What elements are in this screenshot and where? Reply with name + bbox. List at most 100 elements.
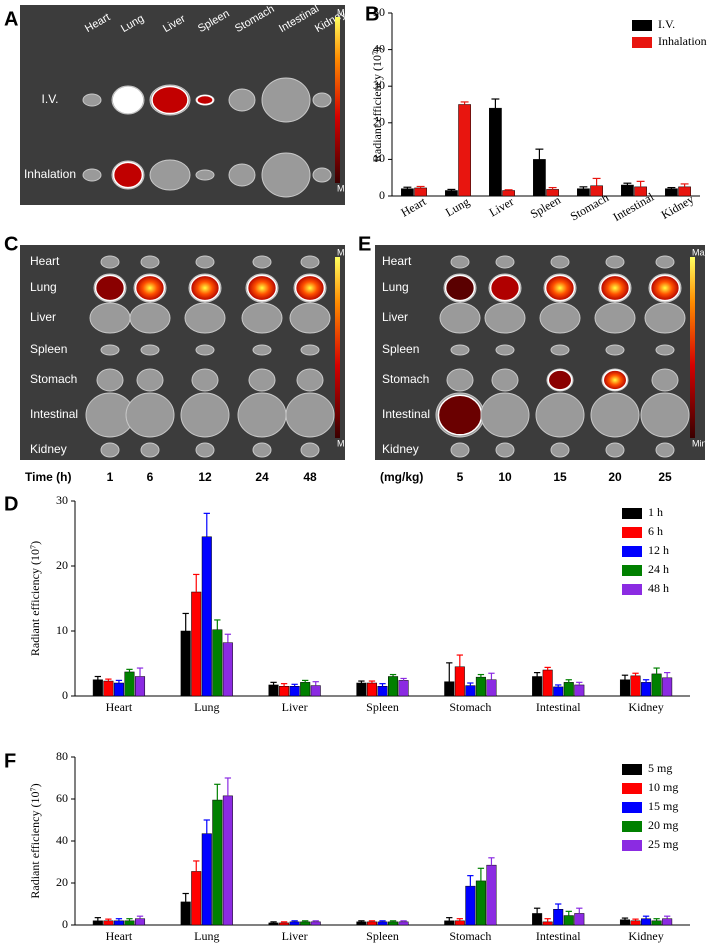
bar xyxy=(641,918,652,926)
legend-label: I.V. xyxy=(658,17,675,31)
error-bar xyxy=(291,920,298,922)
x-tick-label: Liver xyxy=(487,194,517,219)
error-bar xyxy=(115,679,123,683)
error-bar xyxy=(203,819,210,834)
bar xyxy=(113,920,124,926)
organ xyxy=(640,392,690,438)
error-bar xyxy=(368,920,376,922)
bar xyxy=(542,921,553,926)
bar xyxy=(486,679,497,697)
bar xyxy=(458,104,471,197)
signal xyxy=(246,274,278,302)
y-tick-label: 60 xyxy=(56,791,68,805)
x-tick-label: Stomach xyxy=(449,929,491,943)
error-bar xyxy=(379,683,386,687)
organ xyxy=(439,302,481,334)
organ xyxy=(82,168,102,182)
error-bar xyxy=(389,920,397,922)
bar xyxy=(279,686,290,697)
bar xyxy=(574,684,585,697)
legend-swatch xyxy=(632,20,652,31)
error-bar xyxy=(623,182,632,186)
bar xyxy=(574,913,585,926)
organ xyxy=(261,152,311,198)
error-bar xyxy=(224,633,232,643)
error-bar xyxy=(544,666,551,670)
error-bar xyxy=(368,680,376,683)
error-bar xyxy=(467,682,474,686)
organ xyxy=(289,302,331,334)
bar xyxy=(651,920,662,926)
x-tick-label: Spleen xyxy=(366,929,399,943)
organ xyxy=(195,442,215,458)
organ xyxy=(300,442,320,458)
column-label: 20 xyxy=(608,470,622,484)
bar xyxy=(134,676,146,697)
error-bar xyxy=(535,148,544,160)
column-label: 5 xyxy=(457,470,464,484)
legend-swatch xyxy=(622,527,642,538)
error-bar xyxy=(642,915,650,919)
legend-label: 1 h xyxy=(648,505,663,519)
y-tick-label: 20 xyxy=(56,558,68,572)
bar xyxy=(124,920,135,926)
bar xyxy=(92,679,103,697)
x-tick-label: Lung xyxy=(194,700,219,714)
bar xyxy=(310,921,321,926)
error-bar xyxy=(477,867,485,881)
organ xyxy=(495,442,515,458)
legend-swatch xyxy=(622,821,642,832)
row-label: Lung xyxy=(30,280,57,294)
organ xyxy=(140,344,160,356)
organ xyxy=(480,392,530,438)
signal xyxy=(544,274,576,302)
legend-label: Inhalation xyxy=(658,34,707,48)
organ xyxy=(651,368,679,392)
x-tick-label: Intestinal xyxy=(536,929,581,943)
bar xyxy=(621,184,634,197)
column-label: 1 xyxy=(107,470,114,484)
x-tick-label: Kidney xyxy=(628,929,663,943)
row-label: Stomach xyxy=(30,372,77,386)
error-bar xyxy=(632,918,639,921)
bar xyxy=(546,189,559,197)
error-bar xyxy=(224,777,232,796)
legend-swatch xyxy=(622,565,642,576)
organ xyxy=(450,255,470,269)
bar xyxy=(454,666,465,697)
bar xyxy=(630,920,641,926)
error-bar xyxy=(302,679,309,683)
error-bar xyxy=(667,186,676,189)
bar xyxy=(533,159,546,197)
bar xyxy=(366,921,377,926)
error-bar xyxy=(182,612,189,631)
bar xyxy=(268,684,279,697)
bar xyxy=(553,909,564,926)
bar xyxy=(289,686,300,697)
organ xyxy=(484,302,526,334)
error-bar xyxy=(491,98,500,109)
bar xyxy=(212,629,223,697)
row-label: Intestinal xyxy=(30,407,78,421)
signal xyxy=(151,85,189,115)
organ xyxy=(140,442,160,458)
error-bar xyxy=(632,672,639,676)
error-bar xyxy=(642,679,650,683)
x-tick-label: Kidney xyxy=(628,700,663,714)
panel-letter: E xyxy=(358,233,371,255)
bar xyxy=(300,921,311,926)
error-bar xyxy=(214,783,221,801)
bar xyxy=(124,671,135,697)
legend-label: 20 mg xyxy=(648,818,678,832)
row-label: Spleen xyxy=(30,342,67,356)
x-tick-label: Stomach xyxy=(449,700,491,714)
error-bar xyxy=(214,619,221,630)
error-bar xyxy=(555,684,562,687)
organ xyxy=(312,167,332,183)
panel-letter: B xyxy=(365,3,379,25)
x-title: (mg/kg) xyxy=(380,470,423,484)
organ xyxy=(252,255,272,269)
organ xyxy=(184,302,226,334)
bar xyxy=(619,679,631,697)
error-bar xyxy=(533,907,541,914)
